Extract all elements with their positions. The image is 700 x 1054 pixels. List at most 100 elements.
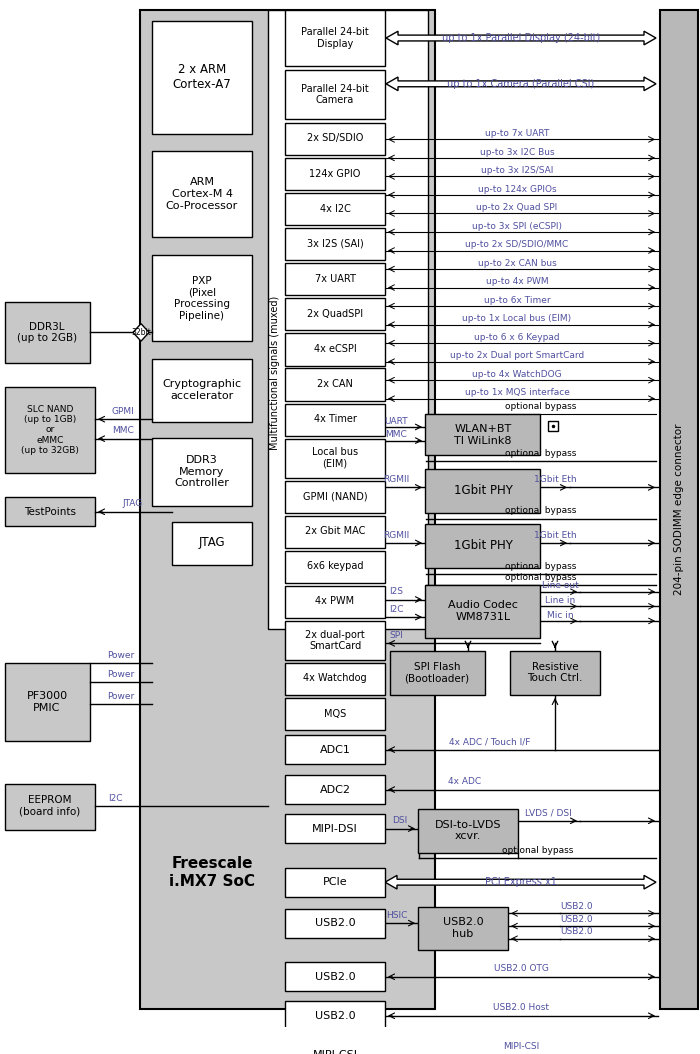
Bar	[285, 962, 385, 992]
Text: HSIC: HSIC	[386, 911, 407, 920]
Text: up-to 124x GPIOs: up-to 124x GPIOs	[477, 184, 556, 194]
Bar	[285, 698, 385, 730]
Text: 2x dual-port
SmartCard: 2x dual-port SmartCard	[305, 629, 365, 651]
Text: up-to 4x PWM: up-to 4x PWM	[486, 277, 548, 287]
Text: UART: UART	[384, 416, 408, 426]
Text: Mic in: Mic in	[547, 610, 573, 620]
Text: Line out: Line out	[542, 582, 578, 590]
Bar	[140, 9, 435, 1009]
Bar	[548, 422, 558, 431]
Text: 2x Gbit MAC: 2x Gbit MAC	[304, 526, 365, 536]
Text: up-to 3x SPI (eCSPI): up-to 3x SPI (eCSPI)	[472, 221, 562, 231]
Text: MQS: MQS	[324, 708, 346, 719]
Bar	[390, 651, 485, 695]
Text: 4x PWM: 4x PWM	[316, 597, 355, 606]
Text: SLC NAND
(up to 1GB)
or
eMMC
(up to 32GB): SLC NAND (up to 1GB) or eMMC (up to 32GB…	[21, 405, 79, 455]
Text: USB2.0: USB2.0	[315, 918, 356, 929]
Text: 7x UART: 7x UART	[314, 274, 356, 284]
Text: 2x CAN: 2x CAN	[317, 379, 353, 389]
Polygon shape	[133, 324, 149, 341]
Text: RGMII: RGMII	[383, 530, 409, 540]
Text: USB2.0: USB2.0	[315, 1011, 356, 1020]
Text: MIPI-CSI: MIPI-CSI	[312, 1050, 358, 1054]
Text: optional bypass: optional bypass	[505, 449, 577, 457]
Text: Parallel 24-bit
Display: Parallel 24-bit Display	[301, 27, 369, 48]
Bar	[5, 663, 90, 741]
Text: Line in: Line in	[545, 596, 575, 605]
Text: Power: Power	[107, 691, 134, 701]
Text: 32bit: 32bit	[131, 328, 151, 337]
Text: 1Gbit PHY: 1Gbit PHY	[454, 540, 512, 552]
Bar	[152, 255, 252, 341]
Text: optional bypass: optional bypass	[505, 572, 577, 582]
Text: 4x ADC: 4x ADC	[449, 777, 482, 786]
Text: PCI Express x1: PCI Express x1	[484, 877, 556, 887]
Text: GPMI (NAND): GPMI (NAND)	[302, 491, 368, 501]
Text: USB2.0 Host: USB2.0 Host	[493, 1003, 549, 1013]
Text: up-to 4x WatchDOG: up-to 4x WatchDOG	[473, 370, 562, 378]
Text: up-to 6x Timer: up-to 6x Timer	[484, 296, 550, 305]
Text: WLAN+BT
TI WiLink8: WLAN+BT TI WiLink8	[454, 424, 512, 446]
Bar	[285, 1040, 385, 1054]
Text: 1Gbit PHY: 1Gbit PHY	[454, 484, 512, 496]
Bar	[285, 193, 385, 226]
Text: up-to 2x SD/SDIO/MMC: up-to 2x SD/SDIO/MMC	[466, 240, 568, 249]
Text: optional bypass: optional bypass	[505, 506, 577, 515]
Bar	[425, 469, 540, 512]
Text: Local bus
(EIM): Local bus (EIM)	[312, 447, 358, 469]
Text: up-to 2x Quad SPI: up-to 2x Quad SPI	[477, 203, 558, 212]
Bar	[285, 298, 385, 331]
Text: DDR3L
(up to 2GB): DDR3L (up to 2GB)	[17, 321, 77, 344]
Text: Resistive
Touch Ctrl.: Resistive Touch Ctrl.	[527, 662, 582, 683]
Bar	[285, 9, 385, 66]
Bar	[285, 369, 385, 401]
Bar	[425, 414, 540, 455]
Text: 124x GPIO: 124x GPIO	[309, 169, 360, 178]
Bar	[418, 906, 508, 951]
Text: up to 1x Parallel Display (24-bit): up to 1x Parallel Display (24-bit)	[442, 33, 600, 43]
Bar	[425, 585, 540, 639]
Text: Audio Codec
WM8731L: Audio Codec WM8731L	[448, 601, 518, 622]
Text: Freescale
i.MX7 SoC: Freescale i.MX7 SoC	[169, 856, 255, 889]
Bar	[285, 481, 385, 512]
Polygon shape	[386, 32, 656, 45]
Bar	[268, 9, 428, 629]
Text: 6x6 keypad: 6x6 keypad	[307, 562, 363, 571]
Bar	[172, 522, 252, 565]
Text: USB2.0: USB2.0	[561, 928, 594, 936]
Text: JTAG: JTAG	[123, 500, 143, 508]
Bar	[285, 621, 385, 660]
Text: 2x SD/SDIO: 2x SD/SDIO	[307, 134, 363, 143]
Bar	[285, 663, 385, 695]
Text: USB2.0: USB2.0	[315, 972, 356, 981]
Text: MMC: MMC	[385, 430, 407, 440]
Text: up-to 3x I2S/SAI: up-to 3x I2S/SAI	[481, 167, 553, 175]
Text: up-to 2x Dual port SmartCard: up-to 2x Dual port SmartCard	[450, 351, 584, 360]
Text: I2S: I2S	[389, 587, 403, 597]
Text: 1Gbit Eth: 1Gbit Eth	[533, 475, 576, 484]
Bar	[285, 123, 385, 155]
Bar	[285, 264, 385, 295]
Text: Parallel 24-bit
Camera: Parallel 24-bit Camera	[301, 83, 369, 105]
Text: 4x ADC / Touch I/F: 4x ADC / Touch I/F	[449, 738, 531, 746]
Bar	[425, 525, 540, 568]
Text: ADC2: ADC2	[319, 784, 351, 795]
Bar	[285, 404, 385, 435]
Text: USB2.0 OTG: USB2.0 OTG	[494, 964, 548, 974]
Text: 2 x ARM
Cortex-A7: 2 x ARM Cortex-A7	[173, 63, 232, 91]
Bar	[285, 551, 385, 583]
Text: up-to 2x CAN bus: up-to 2x CAN bus	[477, 258, 556, 268]
Bar	[152, 151, 252, 237]
Bar	[418, 809, 518, 853]
Text: Multifunctional signals (muxed): Multifunctional signals (muxed)	[270, 296, 280, 450]
Bar	[660, 9, 698, 1009]
Bar	[285, 867, 385, 897]
Text: up-to 3x I2C Bus: up-to 3x I2C Bus	[480, 148, 554, 157]
Text: USB2.0: USB2.0	[561, 915, 594, 923]
Text: DDR3
Memory
Controller: DDR3 Memory Controller	[174, 455, 230, 488]
Text: up to 1x Camera (Parallel CSI): up to 1x Camera (Parallel CSI)	[447, 79, 594, 89]
Text: 4x Timer: 4x Timer	[314, 414, 356, 424]
Text: Power: Power	[107, 670, 134, 679]
Text: JTAG: JTAG	[199, 536, 225, 549]
Polygon shape	[385, 876, 656, 889]
